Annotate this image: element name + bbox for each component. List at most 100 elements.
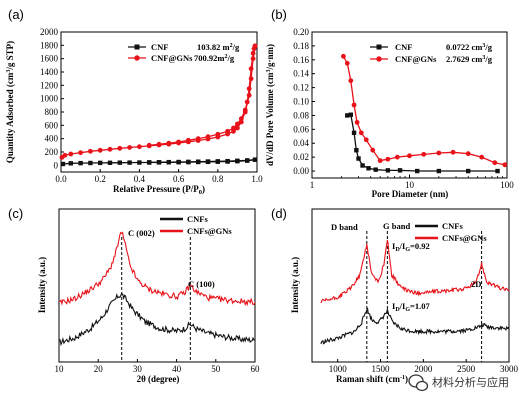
b-ytick-label: 0.00 — [293, 166, 309, 176]
a-ytick-label: 1400 — [40, 67, 59, 77]
panel-a-plot — [59, 43, 258, 167]
a-xtick-label: 0.2 — [95, 174, 106, 184]
a-cnf-gns-point — [137, 144, 142, 150]
panel-b-legend: CNF 0.0722 cm3/g CNF@GNs 2.7629 cm3/g — [370, 42, 493, 64]
panel-b: (b) 1 10 100 0.00 0.02 0.04 0.06 0.08 0.10 0.12 0.… — [265, 7, 514, 199]
b-cnf-gns-point — [377, 158, 383, 164]
d-xtick-label: 2000 — [414, 364, 433, 374]
a-cnf-point — [127, 160, 132, 165]
a-cnf-gns-point — [231, 128, 236, 134]
a-cnf-gns-point — [235, 121, 240, 127]
annot-d-band: D band — [331, 222, 358, 232]
a-cnf-point — [137, 160, 142, 165]
legend-a-gns-name: CNF@GNs — [151, 53, 193, 63]
b-ytick-label: 0.08 — [293, 110, 309, 120]
a-cnf-gns-point — [215, 131, 221, 137]
a-cnf-point — [196, 159, 201, 164]
c-xtick-label: 60 — [251, 364, 261, 374]
b-cnf-gns-point — [502, 162, 508, 168]
panel-c-legend: CNFs CNFs@GNs — [160, 214, 232, 236]
panel-c: (c) 10 20 30 40 50 60 CNFs CNFs@GNs C (002) C… — [8, 206, 260, 384]
a-cnf-gns-point — [238, 116, 244, 122]
c-cnfs-gns-line — [58, 231, 256, 307]
legend-a-cnf-marker — [134, 44, 140, 50]
legend-b-gns-name: CNF@GNs — [395, 54, 437, 64]
d-xtick-label: 1500 — [372, 364, 391, 374]
legend-a-cnf-name: CNF — [151, 42, 168, 52]
a-cnf-point — [117, 160, 122, 165]
a-ytick-label: 800 — [45, 107, 59, 117]
panel-d-frame — [311, 208, 510, 363]
b-cnf-point — [385, 168, 391, 173]
b-cnf-gns-point — [344, 60, 350, 66]
panel-c-label: (c) — [8, 206, 23, 221]
a-cnf-gns-point — [107, 146, 113, 152]
annot-2d: 2D — [471, 279, 481, 289]
b-cnf-point — [397, 168, 403, 173]
a-xtick-label: 1.0 — [251, 174, 263, 184]
legend-c-cnfs-name: CNFs — [187, 214, 208, 224]
b-cnf-gns-point — [492, 160, 498, 166]
b-cnf-gns-point — [363, 137, 369, 143]
a-cnf-point — [98, 160, 103, 166]
panel-a-xlabel: Relative Pressure (P/P0) — [113, 184, 205, 196]
b-ytick-label: 0.14 — [293, 69, 309, 79]
a-cnf-point — [176, 159, 181, 165]
b-cnf-point — [366, 166, 371, 171]
panel-a-ylabel: Quantity Adsorbed (cm3/g STP) — [5, 41, 15, 163]
a-xtick-label: 0.8 — [212, 174, 224, 184]
b-cnf-point — [360, 163, 365, 168]
c-xtick-label: 30 — [133, 364, 143, 374]
d-cnfs-gns-line — [320, 239, 510, 304]
b-xtick-label: 100 — [500, 180, 514, 190]
a-cnf-gns-point — [127, 145, 132, 150]
legend-c-gns-name: CNFs@GNs — [187, 226, 232, 236]
a-cnf-gns-point — [78, 150, 83, 156]
a-cnf-point — [235, 158, 240, 163]
panel-c-ticks: 10 20 30 40 50 60 — [55, 359, 261, 374]
panel-c-plot — [58, 231, 256, 362]
panel-a-frame — [60, 31, 258, 173]
panel-d-plot — [320, 231, 510, 362]
b-cnf-point — [356, 156, 361, 161]
a-cnf-gns-point — [195, 136, 201, 142]
b-cnf-point — [495, 168, 500, 174]
panel-c-frame — [58, 208, 256, 363]
annot-c002: C (002) — [128, 228, 155, 238]
a-cnf-point — [60, 161, 66, 167]
a-cnf-point — [156, 160, 162, 165]
a-cnf-point — [68, 161, 73, 166]
legend-b-gns-marker — [376, 56, 382, 62]
b-cnf-gns-point — [358, 130, 364, 136]
d-xtick-label: 1000 — [329, 364, 348, 374]
b-ytick-label: 0.02 — [293, 152, 309, 162]
a-cnf-gns-point — [88, 148, 93, 154]
b-xtick-label: 1 — [310, 180, 315, 190]
a-cnf-point — [225, 158, 230, 164]
a-cnf-gns-point — [235, 125, 240, 131]
a-xtick-label: 0.4 — [134, 174, 146, 184]
a-cnf-gns-point — [146, 142, 152, 148]
annot-ratio-cnfs: ID/IG=1.07 — [392, 301, 430, 313]
b-cnf-point — [436, 168, 442, 174]
b-cnf-gns-line — [342, 55, 505, 166]
panel-b-label: (b) — [271, 7, 287, 22]
a-cnf-point — [88, 160, 93, 166]
panel-b-plot — [341, 53, 508, 174]
panel-d: (d) 1000 1500 2000 2500 3000 CNFs CNFs@GNs D… — [271, 206, 519, 384]
a-ytick-label: 2000 — [40, 27, 59, 37]
a-cnf-gns-point — [225, 128, 231, 134]
panel-d-label: (d) — [271, 206, 287, 221]
a-ytick-label: 1800 — [40, 40, 59, 50]
a-cnf-point — [186, 159, 191, 165]
legend-a-cnf-value: 103.82 m2/g — [197, 42, 240, 52]
panel-a-legend: CNF 103.82 m2/g CNF@GNs 700.92m2/g — [128, 42, 240, 63]
legend-b-cnf-marker — [376, 44, 382, 50]
a-cnf-point — [107, 160, 113, 165]
a-ytick-label: 200 — [45, 147, 59, 157]
a-ytick-label: 600 — [45, 120, 59, 130]
panel-b-ylabel: dV/dD Pore Volume (cm3/g·nm) — [265, 44, 275, 166]
b-cnf-gns-point — [348, 78, 354, 84]
annot-g-band: G band — [383, 221, 410, 231]
